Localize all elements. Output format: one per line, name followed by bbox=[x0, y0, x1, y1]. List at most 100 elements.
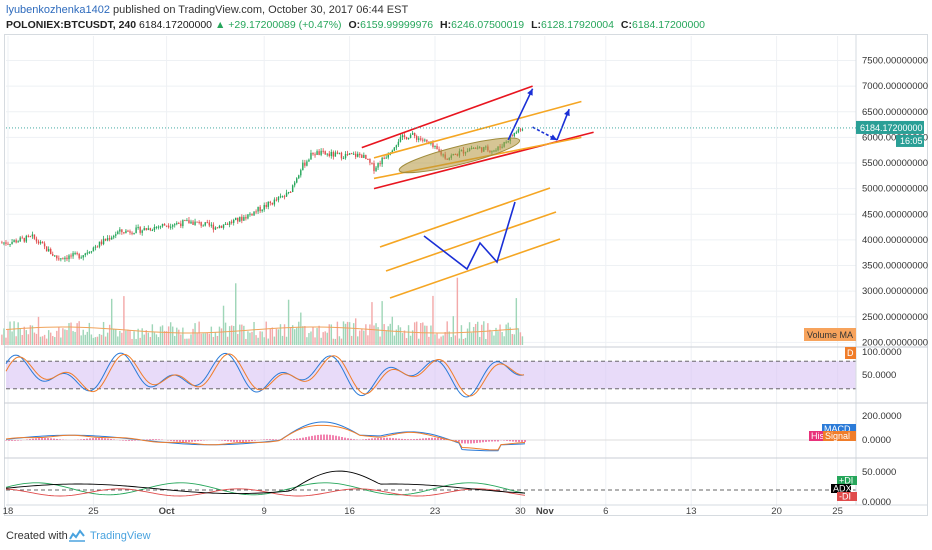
time-axis[interactable]: 18 25 Oct 9 16 23 30 Nov 6 13 20 25 bbox=[3, 506, 843, 517]
price-tick-label: 2000.00000000 bbox=[862, 337, 928, 348]
candle-body bbox=[165, 225, 168, 227]
candle-body bbox=[74, 253, 76, 255]
candle-body bbox=[344, 153, 347, 159]
volume-bar bbox=[102, 321, 105, 345]
volume-bar bbox=[298, 321, 300, 345]
candle-body bbox=[68, 255, 70, 260]
candle-body bbox=[308, 159, 310, 162]
candle-body bbox=[379, 163, 381, 165]
candle-body bbox=[56, 255, 58, 259]
volume-bar bbox=[336, 321, 339, 345]
candle-body bbox=[202, 225, 204, 227]
volume-bar bbox=[220, 328, 223, 345]
candle-body bbox=[98, 241, 101, 247]
volume-bar bbox=[377, 327, 379, 345]
volume-bar bbox=[332, 338, 335, 345]
volume-bar bbox=[393, 335, 396, 345]
candle-body bbox=[178, 223, 180, 225]
volume-bar bbox=[180, 334, 182, 345]
candle-body bbox=[381, 157, 383, 165]
candle-body bbox=[359, 153, 361, 156]
candle-body bbox=[293, 182, 296, 186]
volume-bar bbox=[149, 336, 152, 345]
price-tick-label: 5000.00000000 bbox=[862, 184, 928, 195]
volume-bar bbox=[127, 329, 129, 345]
time-tick-label: Oct bbox=[159, 506, 176, 517]
candle-body bbox=[135, 227, 137, 233]
candle-body bbox=[151, 229, 154, 231]
candle-body bbox=[145, 228, 147, 230]
candle-body bbox=[17, 241, 19, 243]
volume-bar bbox=[320, 337, 322, 345]
chart-frame[interactable] bbox=[4, 34, 928, 516]
candle-body bbox=[222, 224, 225, 228]
stoch-d-badge bbox=[845, 347, 856, 359]
candle-body bbox=[157, 226, 160, 228]
low-value: 6128.17920004 bbox=[540, 19, 614, 31]
volume-bar bbox=[255, 335, 257, 345]
adx-legend-label: +DI bbox=[839, 476, 853, 486]
price-chart[interactable]: 7500.00000000 7000.00000000 6500.00000000 6… bbox=[0, 0, 932, 524]
author-link[interactable]: lyubenkozhenka1402 bbox=[6, 4, 110, 16]
volume-bar bbox=[306, 337, 308, 345]
volume-bar bbox=[228, 326, 231, 345]
candle-body bbox=[269, 201, 272, 203]
candle-body bbox=[281, 196, 284, 198]
candle-body bbox=[298, 175, 300, 179]
volume-bar bbox=[133, 331, 135, 345]
candle-body bbox=[354, 153, 357, 157]
volume-bar bbox=[58, 327, 60, 345]
volume-bar bbox=[194, 323, 196, 345]
volume-bar bbox=[66, 330, 68, 345]
red-channel-line bbox=[361, 85, 533, 149]
candle-body bbox=[5, 242, 7, 244]
volume-bar bbox=[261, 331, 263, 345]
candle-body bbox=[243, 217, 245, 221]
volume-bar bbox=[269, 328, 272, 345]
candle-body bbox=[369, 159, 371, 163]
volume-bar bbox=[513, 334, 516, 345]
volume-bar bbox=[310, 331, 312, 345]
candle-body bbox=[320, 150, 322, 155]
candle-body bbox=[328, 153, 330, 156]
time-tick-label: Nov bbox=[536, 506, 555, 517]
candle-body bbox=[285, 192, 288, 197]
volume-bar bbox=[359, 330, 361, 345]
volume-bar bbox=[352, 323, 355, 345]
volume-bar bbox=[117, 336, 119, 345]
footer: Created with TradingView bbox=[0, 524, 932, 550]
volume-bar bbox=[371, 302, 373, 345]
volume-bar bbox=[155, 334, 158, 345]
candle-body bbox=[49, 248, 52, 255]
volume-bar bbox=[76, 323, 78, 345]
volume-bar bbox=[78, 321, 80, 345]
volume-bar bbox=[56, 330, 58, 345]
candle-body bbox=[78, 253, 80, 259]
candle-body bbox=[373, 163, 375, 172]
candle-body bbox=[184, 220, 186, 222]
volume-bar bbox=[334, 338, 337, 345]
volume-bar bbox=[123, 296, 125, 345]
volume-bar bbox=[302, 326, 304, 345]
candle-body bbox=[407, 137, 410, 140]
volume-bar bbox=[365, 324, 367, 345]
candle-body bbox=[267, 201, 269, 207]
tradingview-brand-link[interactable]: TradingView bbox=[90, 530, 151, 542]
volume-bar bbox=[165, 331, 168, 345]
candle-body bbox=[275, 199, 278, 201]
candle-body bbox=[401, 135, 404, 138]
volume-bar bbox=[442, 335, 444, 345]
volume-bar bbox=[491, 331, 493, 345]
price-axis[interactable]: 7500.00000000 7000.00000000 6500.00000000 6… bbox=[4, 35, 928, 508]
low-label: L: bbox=[531, 19, 541, 31]
candle-body bbox=[363, 154, 365, 158]
candle-body bbox=[182, 220, 184, 227]
volume-bar bbox=[450, 336, 452, 345]
candle-body bbox=[324, 151, 326, 155]
candle-body bbox=[302, 162, 304, 171]
candle-body bbox=[188, 220, 190, 224]
adx-legend-tag bbox=[837, 492, 857, 501]
volume-bar bbox=[452, 316, 455, 345]
candle-body bbox=[117, 231, 119, 235]
candle-body bbox=[214, 227, 217, 230]
